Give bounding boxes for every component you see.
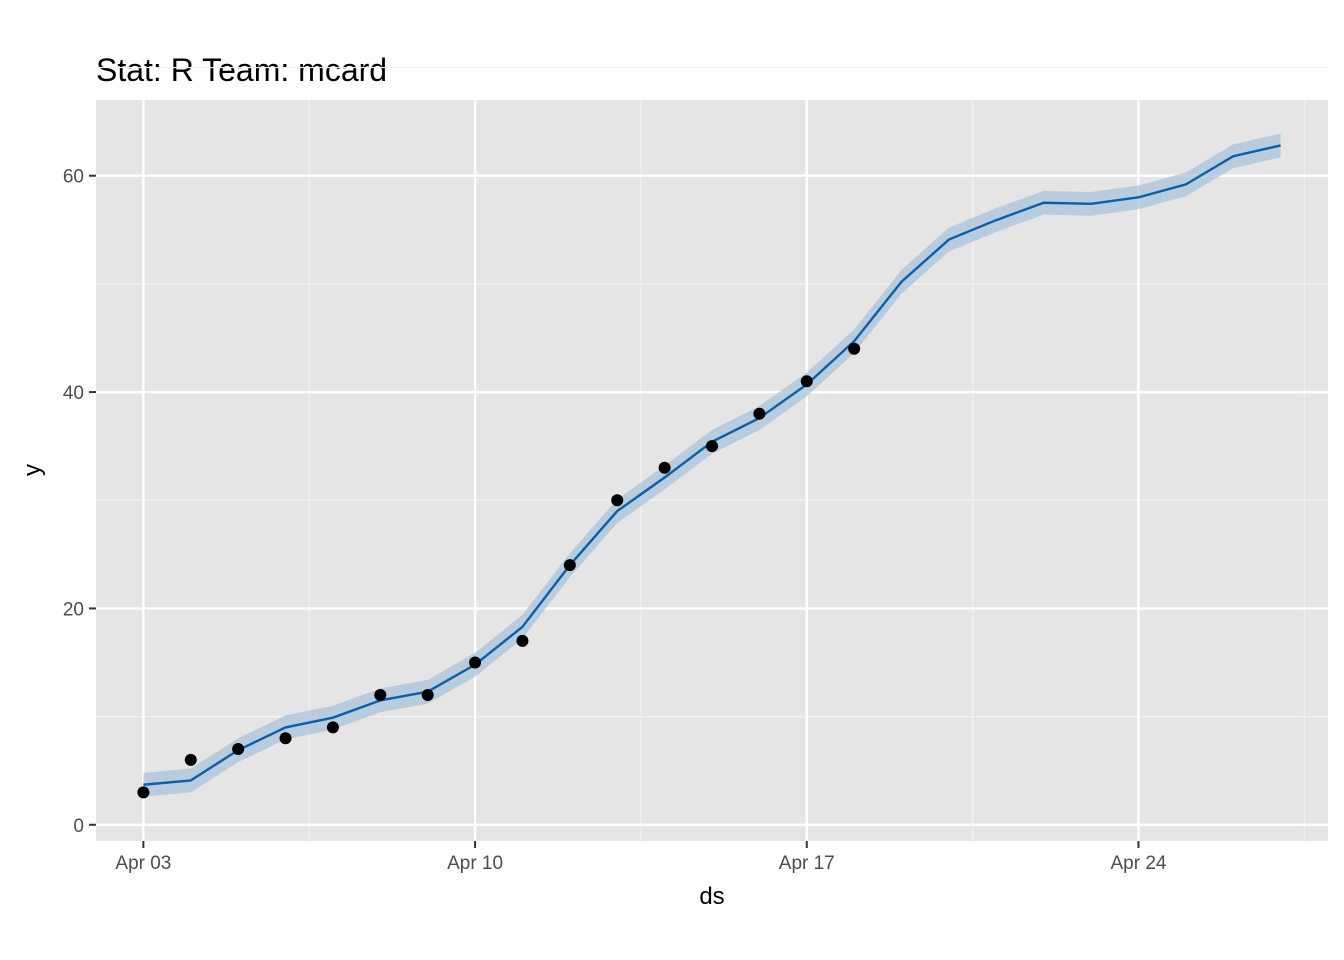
observed-point: [326, 721, 339, 734]
observed-point: [516, 634, 529, 647]
x-tick-label: Apr 10: [447, 853, 503, 874]
observed-point: [184, 753, 197, 766]
uncertainty-interval-band: [143, 133, 1281, 797]
observed-point: [753, 407, 766, 420]
observed-points: [137, 342, 861, 799]
y-tick-label: 40: [63, 383, 84, 404]
y-axis-title: y: [19, 464, 46, 476]
chart-title: Stat: R Team: mcard: [96, 52, 387, 88]
observed-point: [279, 732, 292, 745]
y-tick-label: 60: [63, 167, 84, 188]
x-axis: Apr 03 Apr 10 Apr 17 Apr 24: [115, 841, 1167, 874]
x-tick-label: Apr 17: [779, 853, 835, 874]
y-tick-label: 0: [73, 816, 84, 837]
observed-point: [469, 656, 482, 669]
observed-point: [374, 688, 387, 701]
x-axis-title: ds: [699, 883, 724, 910]
major-grid: [96, 100, 1328, 841]
y-axis: 0 20 40 60: [63, 167, 96, 837]
observed-point: [800, 375, 813, 388]
observed-point: [611, 494, 624, 507]
x-tick-label: Apr 24: [1110, 853, 1166, 874]
x-tick-label: Apr 03: [115, 853, 171, 874]
observed-point: [421, 688, 434, 701]
y-tick-label: 20: [63, 599, 84, 620]
observed-point: [232, 743, 245, 756]
observed-point: [563, 559, 576, 572]
observed-point: [848, 342, 861, 355]
observed-point: [658, 461, 671, 474]
observed-point: [137, 786, 150, 799]
observed-point: [706, 440, 718, 453]
